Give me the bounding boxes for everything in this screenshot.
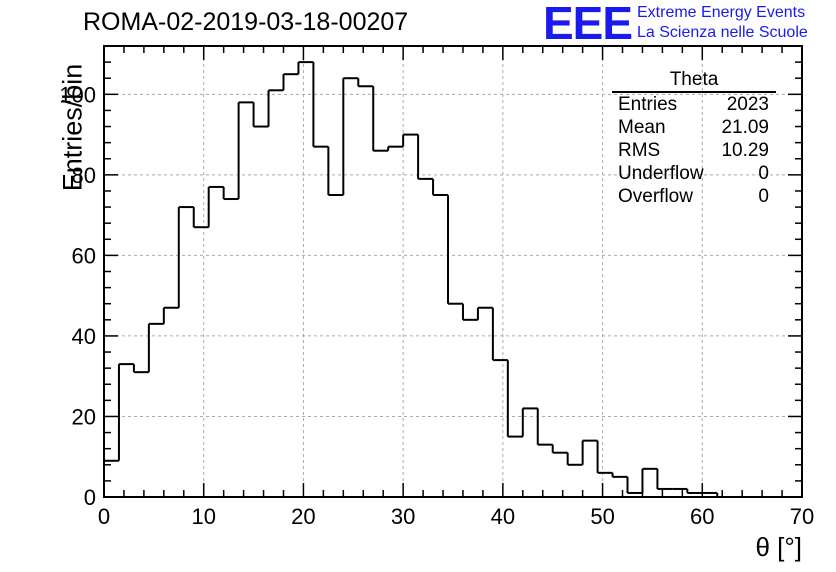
histogram-bin — [282, 73, 299, 91]
histogram-bin — [566, 452, 583, 466]
y-tick-label: 60 — [72, 243, 96, 268]
grid-lines — [104, 46, 802, 497]
eee-logo: EEE — [543, 0, 633, 49]
histogram-bin — [312, 62, 329, 148]
histogram-bin — [417, 134, 434, 180]
x-tick-label: 70 — [790, 504, 814, 529]
y-axis-label: Entries/bin — [57, 63, 88, 192]
stats-value: 0 — [758, 186, 769, 207]
tick-labels: 0 10 20 30 40 50 60 70 0 20 40 60 80 100 — [59, 82, 814, 529]
histogram-bin — [626, 476, 643, 494]
histogram-bin — [506, 360, 523, 438]
y-tick-label: 80 — [72, 163, 96, 188]
stats-label: RMS — [618, 140, 661, 161]
histogram-bin — [402, 133, 419, 147]
histogram-bin — [267, 89, 284, 127]
stats-label: Entries — [618, 94, 678, 115]
histogram-bin — [237, 101, 254, 200]
x-tick-label: 60 — [690, 504, 714, 529]
stats-row-rms: RMS 10.29 — [612, 139, 776, 162]
histogram-bin — [447, 194, 463, 305]
histogram-bin — [611, 472, 628, 478]
stats-label: Mean — [618, 117, 666, 138]
x-tick-label: 30 — [391, 504, 415, 529]
stats-box: Theta Entries 2023 Mean 21.09 RMS 10.29 … — [612, 70, 776, 208]
x-tick-label: 10 — [191, 504, 215, 529]
stats-row-overflow: Overflow 0 — [612, 185, 776, 208]
histogram-bin — [132, 364, 149, 374]
stats-row-underflow: Underflow 0 — [612, 162, 776, 185]
histogram-bin — [147, 322, 164, 373]
chart-title: ROMA-02-2019-03-18-00207 — [83, 8, 409, 36]
histogram-bin — [581, 439, 598, 465]
logo-line-1: Extreme Energy Events — [637, 4, 806, 21]
x-axis-label: θ [°] — [755, 532, 802, 562]
histogram-bin — [372, 86, 389, 152]
histogram-bin — [342, 77, 359, 195]
histogram-bin — [596, 440, 613, 474]
stats-label: Overflow — [618, 186, 693, 207]
histogram-bin — [641, 467, 658, 493]
histogram-bin — [117, 363, 134, 461]
histogram-bin — [387, 145, 404, 151]
x-tick-label: 20 — [291, 504, 315, 529]
x-tick-label: 0 — [98, 504, 110, 529]
histogram-bin — [192, 207, 209, 229]
histogram-bin — [103, 459, 119, 497]
histogram-bin — [297, 61, 314, 75]
stats-value: 21.09 — [721, 117, 769, 138]
x-tick-label: 40 — [491, 504, 515, 529]
histogram-bin — [686, 488, 703, 494]
histogram-bin — [432, 178, 449, 196]
stats-row-entries: Entries 2023 — [612, 93, 776, 116]
histogram-bin — [491, 307, 508, 362]
y-tick-label: 40 — [72, 324, 96, 349]
histogram-bin — [177, 206, 194, 308]
x-tick-label: 50 — [590, 504, 614, 529]
histogram-bin — [357, 78, 374, 88]
axes — [103, 45, 803, 498]
stats-value: 0 — [758, 163, 769, 184]
histogram-bin — [252, 102, 269, 128]
logo-line-2: La Scienza nelle Scuole — [637, 24, 808, 41]
stats-label: Underflow — [618, 163, 704, 184]
histogram-bin — [327, 146, 344, 196]
stats-value: 2023 — [726, 94, 769, 115]
histogram-bin — [521, 407, 538, 437]
y-tick-label: 0 — [84, 485, 96, 510]
histogram-bin — [222, 186, 239, 201]
stats-row-mean: Mean 21.09 — [612, 116, 776, 139]
logo-caption: Extreme Energy Events La Scienza nelle S… — [637, 3, 808, 43]
y-tick-label: 100 — [59, 82, 96, 107]
histogram-bars — [103, 61, 802, 498]
histogram-bin — [656, 468, 673, 490]
histogram-bin — [207, 185, 224, 228]
histogram-bin — [551, 444, 568, 454]
y-tick-label: 20 — [72, 404, 96, 429]
stats-value: 10.29 — [721, 140, 769, 161]
histogram-bin — [162, 306, 179, 324]
histogram-bin — [536, 408, 553, 446]
histogram-bin — [476, 306, 493, 320]
histogram-bin — [461, 303, 478, 321]
stats-title: Theta — [612, 70, 776, 93]
